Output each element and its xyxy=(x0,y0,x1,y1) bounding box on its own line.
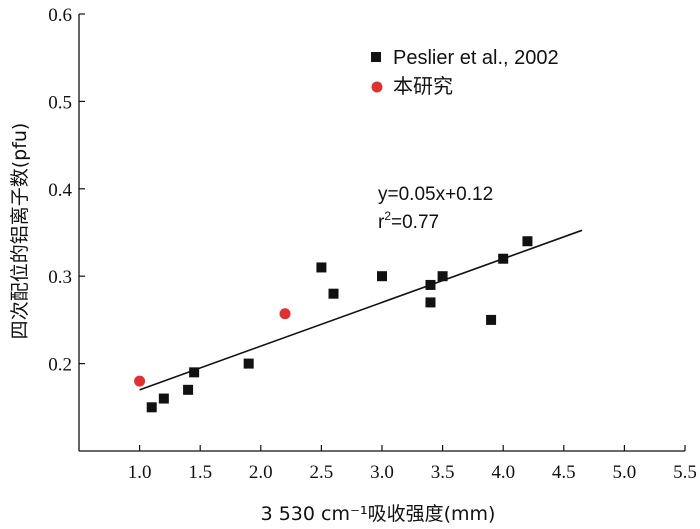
x-tick-label: 1.0 xyxy=(128,462,152,483)
data-point-square xyxy=(328,288,339,299)
data-point-square xyxy=(377,271,387,282)
data-point-square xyxy=(522,236,533,247)
r-squared: r2=0.77 xyxy=(378,209,439,233)
data-point-square xyxy=(425,297,436,308)
x-tick-label: 2.0 xyxy=(249,462,273,483)
y-tick-label: 0.4 xyxy=(48,180,72,201)
data-point-square xyxy=(425,279,436,290)
data-point-square xyxy=(437,271,448,282)
x-tick-label: 3.5 xyxy=(431,462,455,483)
x-tick-label: 4.0 xyxy=(491,462,515,483)
y-tick-label: 0.5 xyxy=(48,92,72,113)
x-axis-title: 3 530 cm⁻¹吸收强度(mm) xyxy=(261,503,496,525)
regression-equation: y=0.05x+0.12 xyxy=(378,184,493,205)
data-point-square xyxy=(316,262,327,273)
legend-marker-square xyxy=(371,52,381,62)
x-tick-label: 5.0 xyxy=(613,462,637,483)
fit-line-group xyxy=(139,229,583,391)
fit-line xyxy=(139,229,583,391)
data-point-square xyxy=(146,402,157,413)
data-point-square xyxy=(243,358,254,369)
regression-annotation: y=0.05x+0.12 r2=0.77 xyxy=(378,184,493,233)
legend-label-peslier: Peslier et al., 2002 xyxy=(393,47,559,69)
data-points xyxy=(134,236,533,413)
legend: Peslier et al., 2002 本研究 xyxy=(371,47,559,98)
x-tick-label: 1.5 xyxy=(188,462,212,483)
x-tick-label: 2.5 xyxy=(310,462,334,483)
data-point-square xyxy=(189,367,200,378)
data-point-square xyxy=(158,393,169,404)
y-axis-title: 四次配位的铝离子数(pfu) xyxy=(9,123,31,340)
data-point-square xyxy=(498,253,509,264)
x-tick-label: 4.5 xyxy=(552,462,576,483)
x-tick-label: 3.0 xyxy=(370,462,394,483)
y-tick-label: 0.3 xyxy=(48,267,72,288)
y-axis-ticks: 0.2 0.3 0.4 0.5 0.6 xyxy=(48,5,85,376)
y-tick-label: 0.6 xyxy=(48,5,72,26)
x-tick-label: 5.5 xyxy=(673,462,697,483)
data-point-circle xyxy=(134,375,146,387)
legend-label-this-study: 本研究 xyxy=(393,75,453,98)
x-axis-ticks: 1.0 1.5 2.0 2.5 3.0 3.5 4.0 4.5 5.0 5.5 xyxy=(128,445,697,483)
y-tick-label: 0.2 xyxy=(48,355,72,376)
legend-marker-circle xyxy=(371,81,383,93)
data-point-square xyxy=(183,384,194,395)
data-point-circle xyxy=(279,308,291,320)
data-point-square xyxy=(486,314,497,325)
